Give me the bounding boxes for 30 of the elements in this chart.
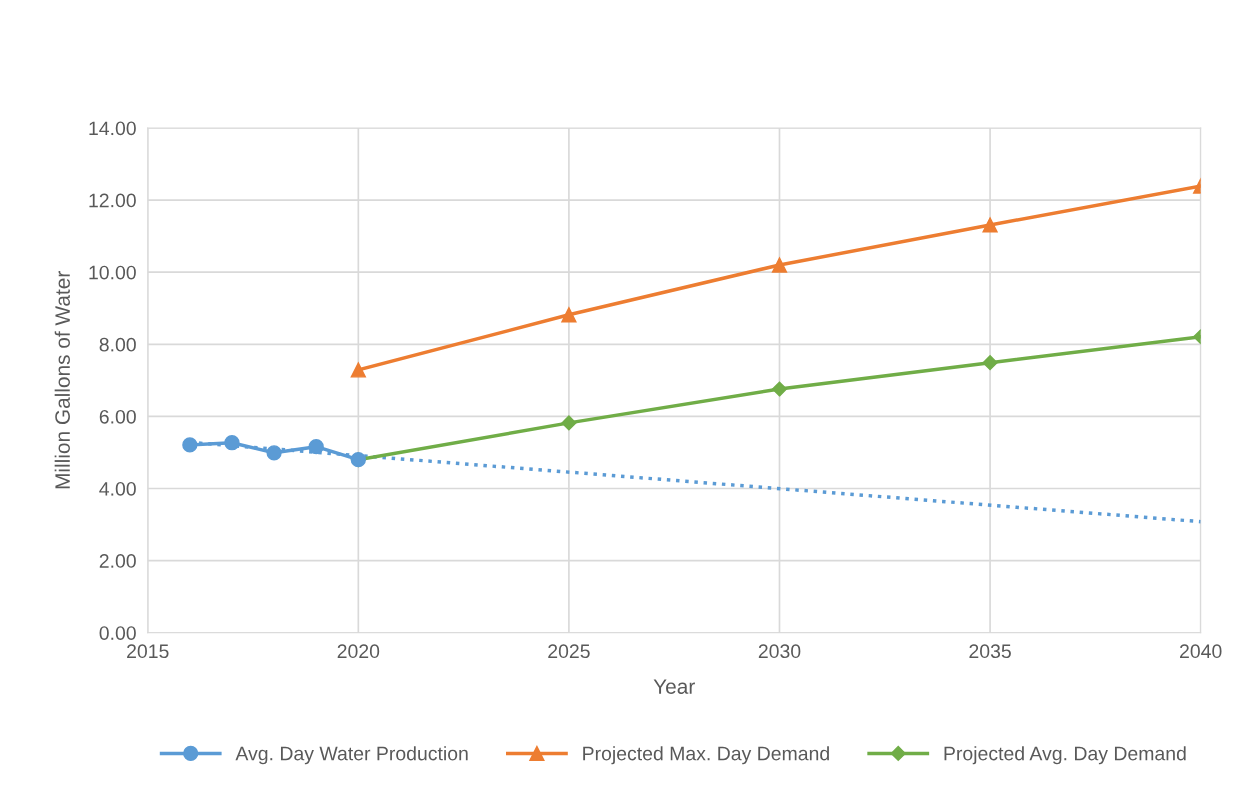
x-tick-label: 2025 bbox=[548, 644, 590, 659]
point bbox=[771, 257, 788, 273]
legend-label: Projected Max. Day Demand bbox=[583, 746, 829, 765]
point bbox=[982, 217, 998, 233]
legend-label: Projected Avg. Day Demand bbox=[944, 746, 1186, 765]
x-tick-label: 2020 bbox=[337, 644, 380, 659]
y-tick-label: 10.00 bbox=[89, 265, 136, 280]
point bbox=[224, 435, 240, 451]
x-tick-label: 2030 bbox=[758, 644, 801, 659]
point bbox=[350, 362, 366, 378]
y-axis-title: Million Gallons of Water bbox=[54, 271, 70, 489]
point bbox=[771, 381, 788, 397]
y-tick-label: 2.00 bbox=[99, 554, 136, 568]
y-tick-label: 12.00 bbox=[89, 193, 136, 208]
point bbox=[308, 439, 324, 455]
y-tick-label: 14.00 bbox=[89, 121, 136, 136]
point bbox=[561, 415, 577, 431]
legend-label: Avg. Day Water Production bbox=[235, 746, 468, 765]
point bbox=[982, 355, 998, 371]
y-tick-label: 6.00 bbox=[99, 409, 136, 424]
y-tick-label: 8.00 bbox=[99, 337, 136, 352]
y-tick-label: 0.00 bbox=[99, 626, 136, 640]
point bbox=[266, 445, 282, 461]
y-tick-label: 4.00 bbox=[99, 481, 136, 496]
x-axis-title: Year bbox=[653, 679, 695, 694]
point bbox=[561, 307, 577, 323]
x-tick-label: 2035 bbox=[969, 644, 1011, 659]
x-tick-label: 2040 bbox=[1180, 644, 1222, 659]
x-tick-label: 2015 bbox=[127, 644, 169, 659]
point bbox=[182, 437, 198, 453]
